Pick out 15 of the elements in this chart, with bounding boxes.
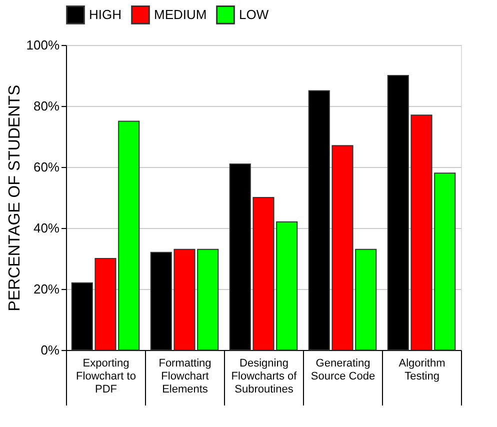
y-axis-title: PERCENTAGE OF STUDENTS: [6, 84, 24, 312]
y-tick-label: 20%: [33, 282, 60, 296]
x-tick-label: Exporting Flowchart to PDF: [76, 358, 136, 396]
y-tick-label: 0%: [40, 342, 60, 358]
y-tick-label: 100%: [26, 38, 60, 52]
y-tick-label: 80%: [33, 98, 60, 114]
y-tick-label: 60%: [33, 160, 60, 174]
x-tick-label: Algorithm Testing: [398, 358, 446, 382]
legend-label: MEDIUM: [154, 6, 207, 22]
x-tick-label: Designing Flowcharts of Subroutines: [231, 358, 298, 396]
legend-label: LOW: [239, 6, 270, 22]
legend-label: HIGH: [89, 6, 122, 22]
x-tick-label: Formatting Flowchart Elements: [158, 358, 212, 396]
x-tick-label: Generating Source Code: [310, 358, 376, 382]
y-tick-label: 40%: [33, 220, 60, 236]
